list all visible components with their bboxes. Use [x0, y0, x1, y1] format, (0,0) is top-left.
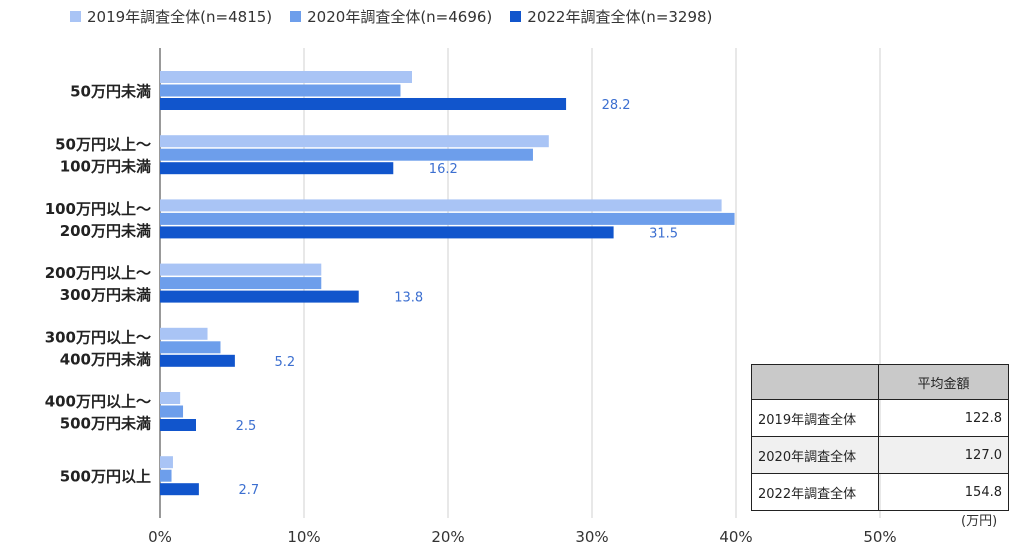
- legend-swatch-2020: [290, 11, 302, 22]
- category-label: 100万円以上～: [45, 200, 151, 218]
- bar: [160, 419, 196, 431]
- average-amount-table: 平均金額 2019年調査全体 122.8 2020年調査全体 127.0 202…: [751, 364, 1009, 511]
- category-label: 300万円以上～: [45, 328, 151, 346]
- bar: [160, 483, 199, 496]
- legend-item-2019: 2019年調査全体(n=4815): [70, 6, 272, 27]
- bar: [160, 354, 235, 367]
- x-tick-label: 50%: [863, 528, 896, 546]
- x-tick-label: 20%: [431, 528, 464, 546]
- bar: [160, 226, 614, 239]
- category-label: 200万円以上～: [45, 264, 151, 282]
- data-label: 28.2: [602, 98, 631, 113]
- data-label: 5.2: [275, 355, 296, 370]
- table-cell-value: 127.0: [878, 436, 1009, 474]
- legend-label-2019: 2019年調査全体(n=4815): [87, 8, 273, 26]
- bar: [160, 392, 181, 404]
- bar: [160, 456, 173, 469]
- bar: [160, 327, 208, 340]
- category-label: 500万円未満: [60, 415, 151, 433]
- category-label: 50万円未満: [70, 83, 151, 101]
- legend-label-2020: 2020年調査全体(n=4696): [307, 8, 493, 26]
- table-row: 2020年調査全体 127.0: [751, 436, 1009, 474]
- category-label: 400万円以上～: [45, 393, 151, 411]
- table-cell-value: 154.8: [878, 473, 1009, 511]
- table-cell-value: 122.8: [878, 399, 1009, 437]
- table-header-cell: 平均金額: [878, 364, 1009, 400]
- table-row: 2019年調査全体 122.8: [751, 399, 1009, 437]
- legend-label-2022: 2022年調査全体(n=3298): [527, 8, 713, 26]
- category-label: 400万円未満: [60, 350, 151, 368]
- bar: [160, 98, 567, 110]
- bar: [160, 84, 401, 97]
- bar: [160, 162, 394, 175]
- category-label: 200万円未満: [60, 222, 151, 240]
- data-label: 16.2: [429, 162, 458, 177]
- category-label: 300万円未満: [60, 286, 151, 304]
- category-label: 500万円以上: [60, 468, 151, 486]
- bar: [160, 148, 533, 161]
- x-tick-label: 10%: [287, 528, 320, 546]
- legend-swatch-2022: [510, 11, 522, 22]
- table-unit: (万円): [961, 514, 998, 529]
- table-cell-label: 2022年調査全体: [751, 473, 879, 511]
- bar: [160, 405, 184, 418]
- bar: [160, 135, 549, 148]
- bar: [160, 469, 172, 482]
- bar: [160, 290, 359, 303]
- chart-legend: 2019年調査全体(n=4815) 2020年調査全体(n=4696) 2022…: [70, 6, 712, 27]
- bar: [160, 263, 322, 276]
- legend-item-2022: 2022年調査全体(n=3298): [510, 6, 712, 27]
- bar: [160, 341, 221, 354]
- x-tick-label: 40%: [719, 528, 752, 546]
- bar: [160, 212, 735, 225]
- category-label: 50万円以上～: [55, 136, 151, 154]
- data-label: 2.5: [236, 419, 257, 434]
- legend-swatch-2019: [70, 11, 81, 22]
- category-label: 100万円未満: [60, 158, 151, 176]
- table-row: 2022年調査全体 154.8: [751, 473, 1009, 511]
- legend-item-2020: 2020年調査全体(n=4696): [290, 6, 492, 27]
- table-header-cell: [751, 364, 879, 400]
- bar: [160, 277, 322, 290]
- bar: [160, 199, 722, 212]
- x-tick-label: 30%: [575, 528, 608, 546]
- table-header-row: 平均金額: [751, 364, 1009, 400]
- data-label: 31.5: [649, 226, 678, 241]
- table-cell-label: 2019年調査全体: [751, 399, 879, 437]
- data-label: 2.7: [239, 483, 260, 498]
- x-tick-label: 0%: [148, 528, 172, 546]
- table-cell-label: 2020年調査全体: [751, 436, 879, 474]
- bar: [160, 71, 412, 83]
- data-label: 13.8: [394, 291, 423, 306]
